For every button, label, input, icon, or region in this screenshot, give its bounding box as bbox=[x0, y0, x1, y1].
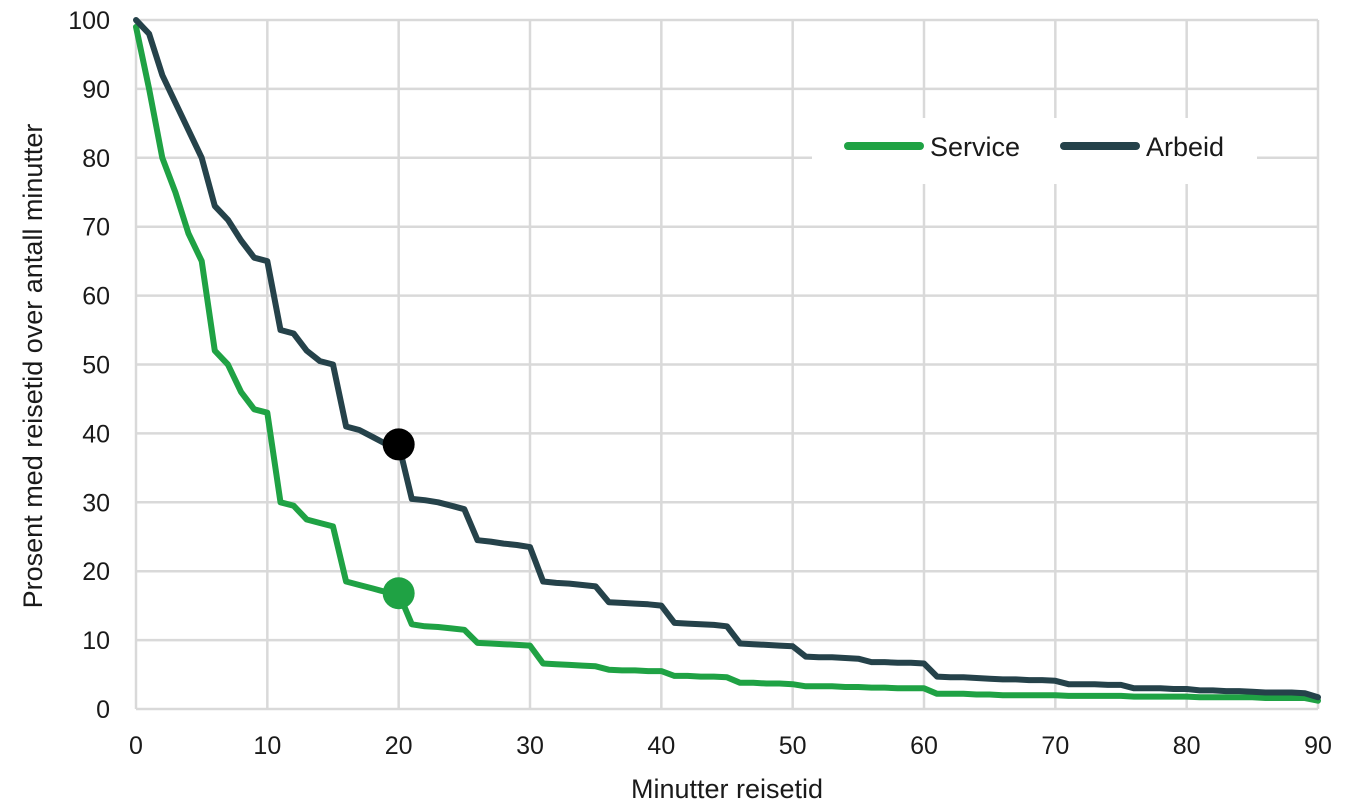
y-tick-label-70: 70 bbox=[82, 214, 110, 242]
y-tick-label-80: 80 bbox=[82, 145, 110, 173]
y-tick-label-0: 0 bbox=[96, 696, 110, 724]
y-axis-title: Prosent med reisetid over antall minutte… bbox=[18, 124, 48, 609]
series-line-arbeid bbox=[133, 17, 1321, 701]
series-lines bbox=[133, 17, 1321, 704]
y-tick-label-10: 10 bbox=[82, 627, 110, 655]
x-axis-title: Minutter reisetid bbox=[631, 774, 823, 803]
x-tick-label-30: 30 bbox=[516, 732, 544, 760]
x-tick-label-50: 50 bbox=[779, 732, 807, 760]
legend: Service Arbeid bbox=[812, 118, 1257, 184]
x-tick-label-10: 10 bbox=[253, 732, 281, 760]
series-line-service bbox=[133, 23, 1321, 704]
x-tick-label-70: 70 bbox=[1041, 732, 1069, 760]
marker-arbeid bbox=[382, 428, 415, 461]
x-tick-label-90: 90 bbox=[1304, 732, 1332, 760]
y-tick-label-50: 50 bbox=[82, 352, 110, 380]
x-tick-label-0: 0 bbox=[129, 732, 143, 760]
tick-labels: 0 10 20 30 40 50 60 70 80 90 0 10 20 30 40 50 60 70 80 90 10… bbox=[68, 7, 1332, 760]
legend-background bbox=[812, 118, 1257, 184]
y-tick-label-100: 100 bbox=[68, 7, 110, 35]
legend-label-arbeid: Arbeid bbox=[1146, 132, 1224, 162]
marker-service bbox=[382, 577, 415, 610]
x-tick-label-40: 40 bbox=[647, 732, 675, 760]
x-tick-label-80: 80 bbox=[1173, 732, 1201, 760]
highlight-markers bbox=[382, 428, 415, 610]
x-tick-label-20: 20 bbox=[385, 732, 413, 760]
gridlines bbox=[134, 18, 1320, 711]
y-tick-label-40: 40 bbox=[82, 420, 110, 448]
x-tick-label-60: 60 bbox=[910, 732, 938, 760]
legend-label-service: Service bbox=[930, 132, 1020, 162]
y-tick-label-30: 30 bbox=[82, 489, 110, 517]
y-tick-label-20: 20 bbox=[82, 558, 110, 586]
y-tick-label-90: 90 bbox=[82, 76, 110, 104]
y-tick-label-60: 60 bbox=[82, 283, 110, 311]
